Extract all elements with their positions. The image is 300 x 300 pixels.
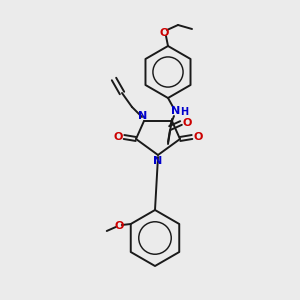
Text: O: O: [182, 118, 192, 128]
Text: N: N: [171, 106, 181, 116]
Text: O: O: [193, 132, 203, 142]
Text: H: H: [180, 107, 188, 117]
Text: N: N: [138, 111, 148, 121]
Text: N: N: [153, 156, 163, 166]
Text: O: O: [159, 28, 169, 38]
Text: O: O: [113, 132, 123, 142]
Text: O: O: [114, 221, 123, 231]
